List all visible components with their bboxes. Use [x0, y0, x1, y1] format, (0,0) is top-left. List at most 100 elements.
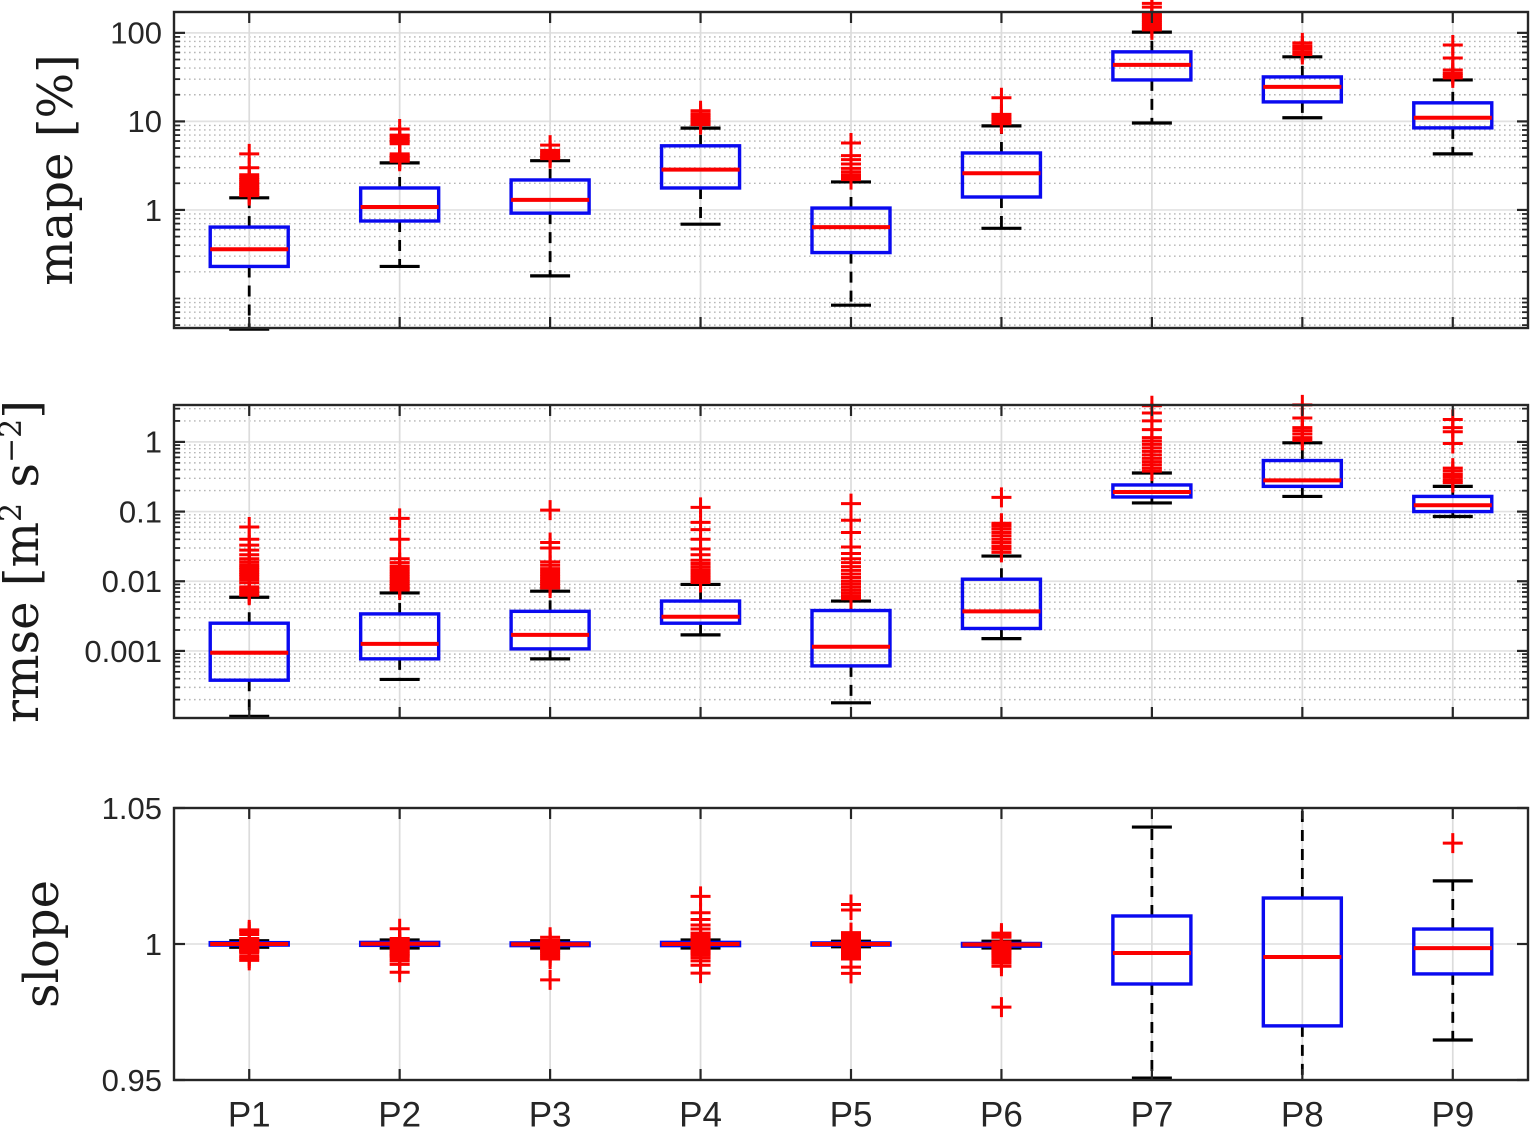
subplot-rmse: 0.001 0.01 0.1 1 rmse [m2 s−2] [0, 394, 1530, 723]
boxes-layer [208, 394, 1494, 718]
x-tick-label: P7 [1130, 1095, 1173, 1128]
outlier-marker [991, 997, 1012, 1018]
box-P5-slope [810, 894, 892, 984]
outlier-marker [1141, 0, 1162, 14]
box-P2-mape [358, 119, 441, 269]
box-P7-slope [1111, 825, 1193, 1080]
box-P1-rmse [208, 517, 290, 718]
y-axis-title-mape: mape [%] [28, 54, 84, 286]
box-rect [1261, 896, 1344, 1028]
box-P3-rmse [509, 500, 591, 661]
box-rect [659, 144, 742, 190]
x-tick-label: P6 [980, 1095, 1023, 1128]
outlier-marker [540, 969, 561, 990]
outlier-marker [1292, 32, 1313, 53]
y-axis-title-rmse: rmse [m2 s−2] [0, 400, 50, 723]
outlier-marker [239, 143, 260, 164]
box-rect [960, 577, 1043, 631]
y-tick-label: 1 [145, 927, 162, 962]
outlier-marker [1442, 458, 1463, 479]
outlier-marker [239, 517, 260, 538]
box-P5-mape [810, 133, 892, 307]
title-text: rmse [m [0, 522, 50, 723]
outlier-marker [389, 119, 410, 140]
outlier-marker [540, 532, 561, 553]
box-P1-slope [208, 919, 290, 971]
boxes-layer [208, 0, 1494, 331]
box-P6-slope [960, 923, 1043, 1018]
box-rect [358, 186, 441, 223]
box-rect [810, 206, 892, 255]
box-rect [1412, 927, 1494, 976]
x-tick-label: P5 [830, 1095, 873, 1128]
outlier-marker [991, 931, 1012, 952]
superscript: −2 [0, 419, 29, 463]
outlier-marker [690, 100, 711, 121]
y-tick-label: 0.01 [102, 564, 162, 599]
box-P6-rmse [960, 487, 1043, 641]
box-P2-slope [358, 918, 441, 983]
x-tick-label: P9 [1431, 1095, 1474, 1128]
y-tick-label: 0.1 [119, 494, 162, 529]
box-P4-slope [659, 886, 742, 984]
y-tick-label: 1 [145, 193, 162, 228]
box-P9-slope [1412, 833, 1494, 1042]
y-tick-label: 0.001 [84, 634, 162, 669]
box-rect [1261, 458, 1344, 489]
outlier-marker [389, 548, 410, 569]
box-P3-slope [509, 927, 591, 990]
boxes-layer [208, 808, 1494, 1080]
outlier-marker [690, 886, 711, 907]
box-rect [208, 225, 290, 269]
box-P6-mape [960, 87, 1043, 230]
box-rect [509, 609, 591, 651]
outlier-marker [690, 925, 711, 946]
box-P5-rmse [810, 493, 892, 705]
outlier-marker [841, 493, 861, 514]
box-rect [358, 612, 441, 661]
subplot-mape: 1 10 100 mape [%] [28, 0, 1530, 331]
box-rect [810, 608, 892, 668]
y-tick-label: 1 [145, 425, 162, 460]
box-rect [1261, 75, 1344, 104]
outlier-marker [1442, 34, 1463, 55]
box-rect [659, 599, 742, 625]
outlier-marker [540, 135, 561, 156]
box-P9-mape [1412, 34, 1494, 156]
outlier-marker [690, 497, 711, 518]
x-tick-label: P3 [529, 1095, 572, 1128]
outlier-marker [389, 529, 410, 550]
outlier-marker [540, 500, 561, 521]
outlier-marker [239, 928, 260, 949]
box-P8-mape [1261, 32, 1344, 120]
outlier-marker [991, 87, 1012, 108]
x-tick-label: P4 [679, 1095, 722, 1128]
y-tick-label: 0.95 [102, 1063, 162, 1098]
outlier-marker [1442, 833, 1463, 854]
outlier-marker [841, 927, 861, 948]
x-tick-label: P2 [378, 1095, 421, 1128]
superscript: 2 [0, 503, 29, 522]
outlier-marker [991, 513, 1012, 534]
outlier-marker [841, 894, 861, 915]
box-P4-rmse [659, 497, 742, 637]
title-text: mape [%] [28, 54, 84, 286]
outlier-marker [540, 930, 561, 951]
box-rect [1412, 101, 1494, 130]
box-P8-slope [1261, 808, 1344, 1080]
outlier-marker [991, 487, 1012, 508]
box-P4-mape [659, 100, 742, 226]
box-P3-mape [509, 135, 591, 278]
box-rect [509, 178, 591, 215]
x-tick-label: P8 [1281, 1095, 1324, 1128]
y-tick-label: 100 [110, 16, 162, 51]
subplot-slope: 0.95 1 1.05 P1 P2 P3 P4 P5 P6 P7 P8 P9 slope [14, 791, 1530, 1128]
title-text: slope [14, 880, 70, 1008]
outlier-marker [841, 133, 861, 154]
x-tick-label: P1 [228, 1095, 271, 1128]
outlier-marker [389, 928, 410, 949]
y-axis-title-slope: slope [14, 880, 70, 1008]
y-tick-label: 10 [128, 104, 162, 139]
y-tick-label: 1.05 [102, 791, 162, 826]
